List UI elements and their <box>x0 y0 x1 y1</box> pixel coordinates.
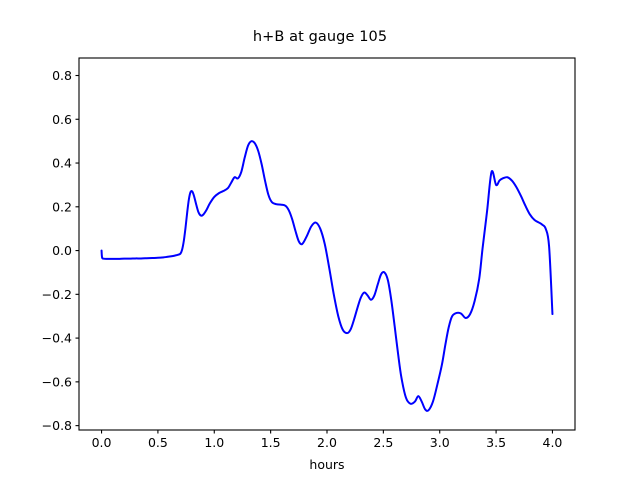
y-tick-label: −0.4 <box>42 331 72 346</box>
y-tick-label: 0.4 <box>52 156 72 171</box>
x-tick-label: 4.0 <box>543 435 563 450</box>
x-tick-label: 3.5 <box>486 435 506 450</box>
x-tick-label: 0.5 <box>148 435 168 450</box>
axis-ticks <box>75 74 554 434</box>
x-axis-label: hours <box>309 457 344 472</box>
x-tick-label: 1.5 <box>261 435 281 450</box>
y-tick-label: 0.8 <box>52 68 72 83</box>
x-tick-label: 3.0 <box>430 435 450 450</box>
x-tick-label: 2.0 <box>317 435 337 450</box>
y-tick-label: 0.2 <box>52 199 72 214</box>
axes-frame <box>78 57 576 431</box>
axis-tick-labels: 0.0 0.5 1.0 1.5 2.0 2.5 3.0 3.5 4.0 −0.8 −0.6 −0.4 −… <box>42 68 563 450</box>
y-tick-label: 0.0 <box>52 243 72 258</box>
y-tick-label: −0.2 <box>42 287 72 302</box>
x-tick-label: 1.0 <box>204 435 224 450</box>
x-tick-label: 0.0 <box>92 435 112 450</box>
data-series-line <box>100 140 554 412</box>
page-title: h+B at gauge 105 <box>252 29 388 45</box>
x-tick-label: 2.5 <box>373 435 393 450</box>
y-tick-label: −0.8 <box>42 418 72 433</box>
y-tick-label: 0.6 <box>52 112 72 127</box>
y-tick-label: −0.6 <box>42 374 72 389</box>
